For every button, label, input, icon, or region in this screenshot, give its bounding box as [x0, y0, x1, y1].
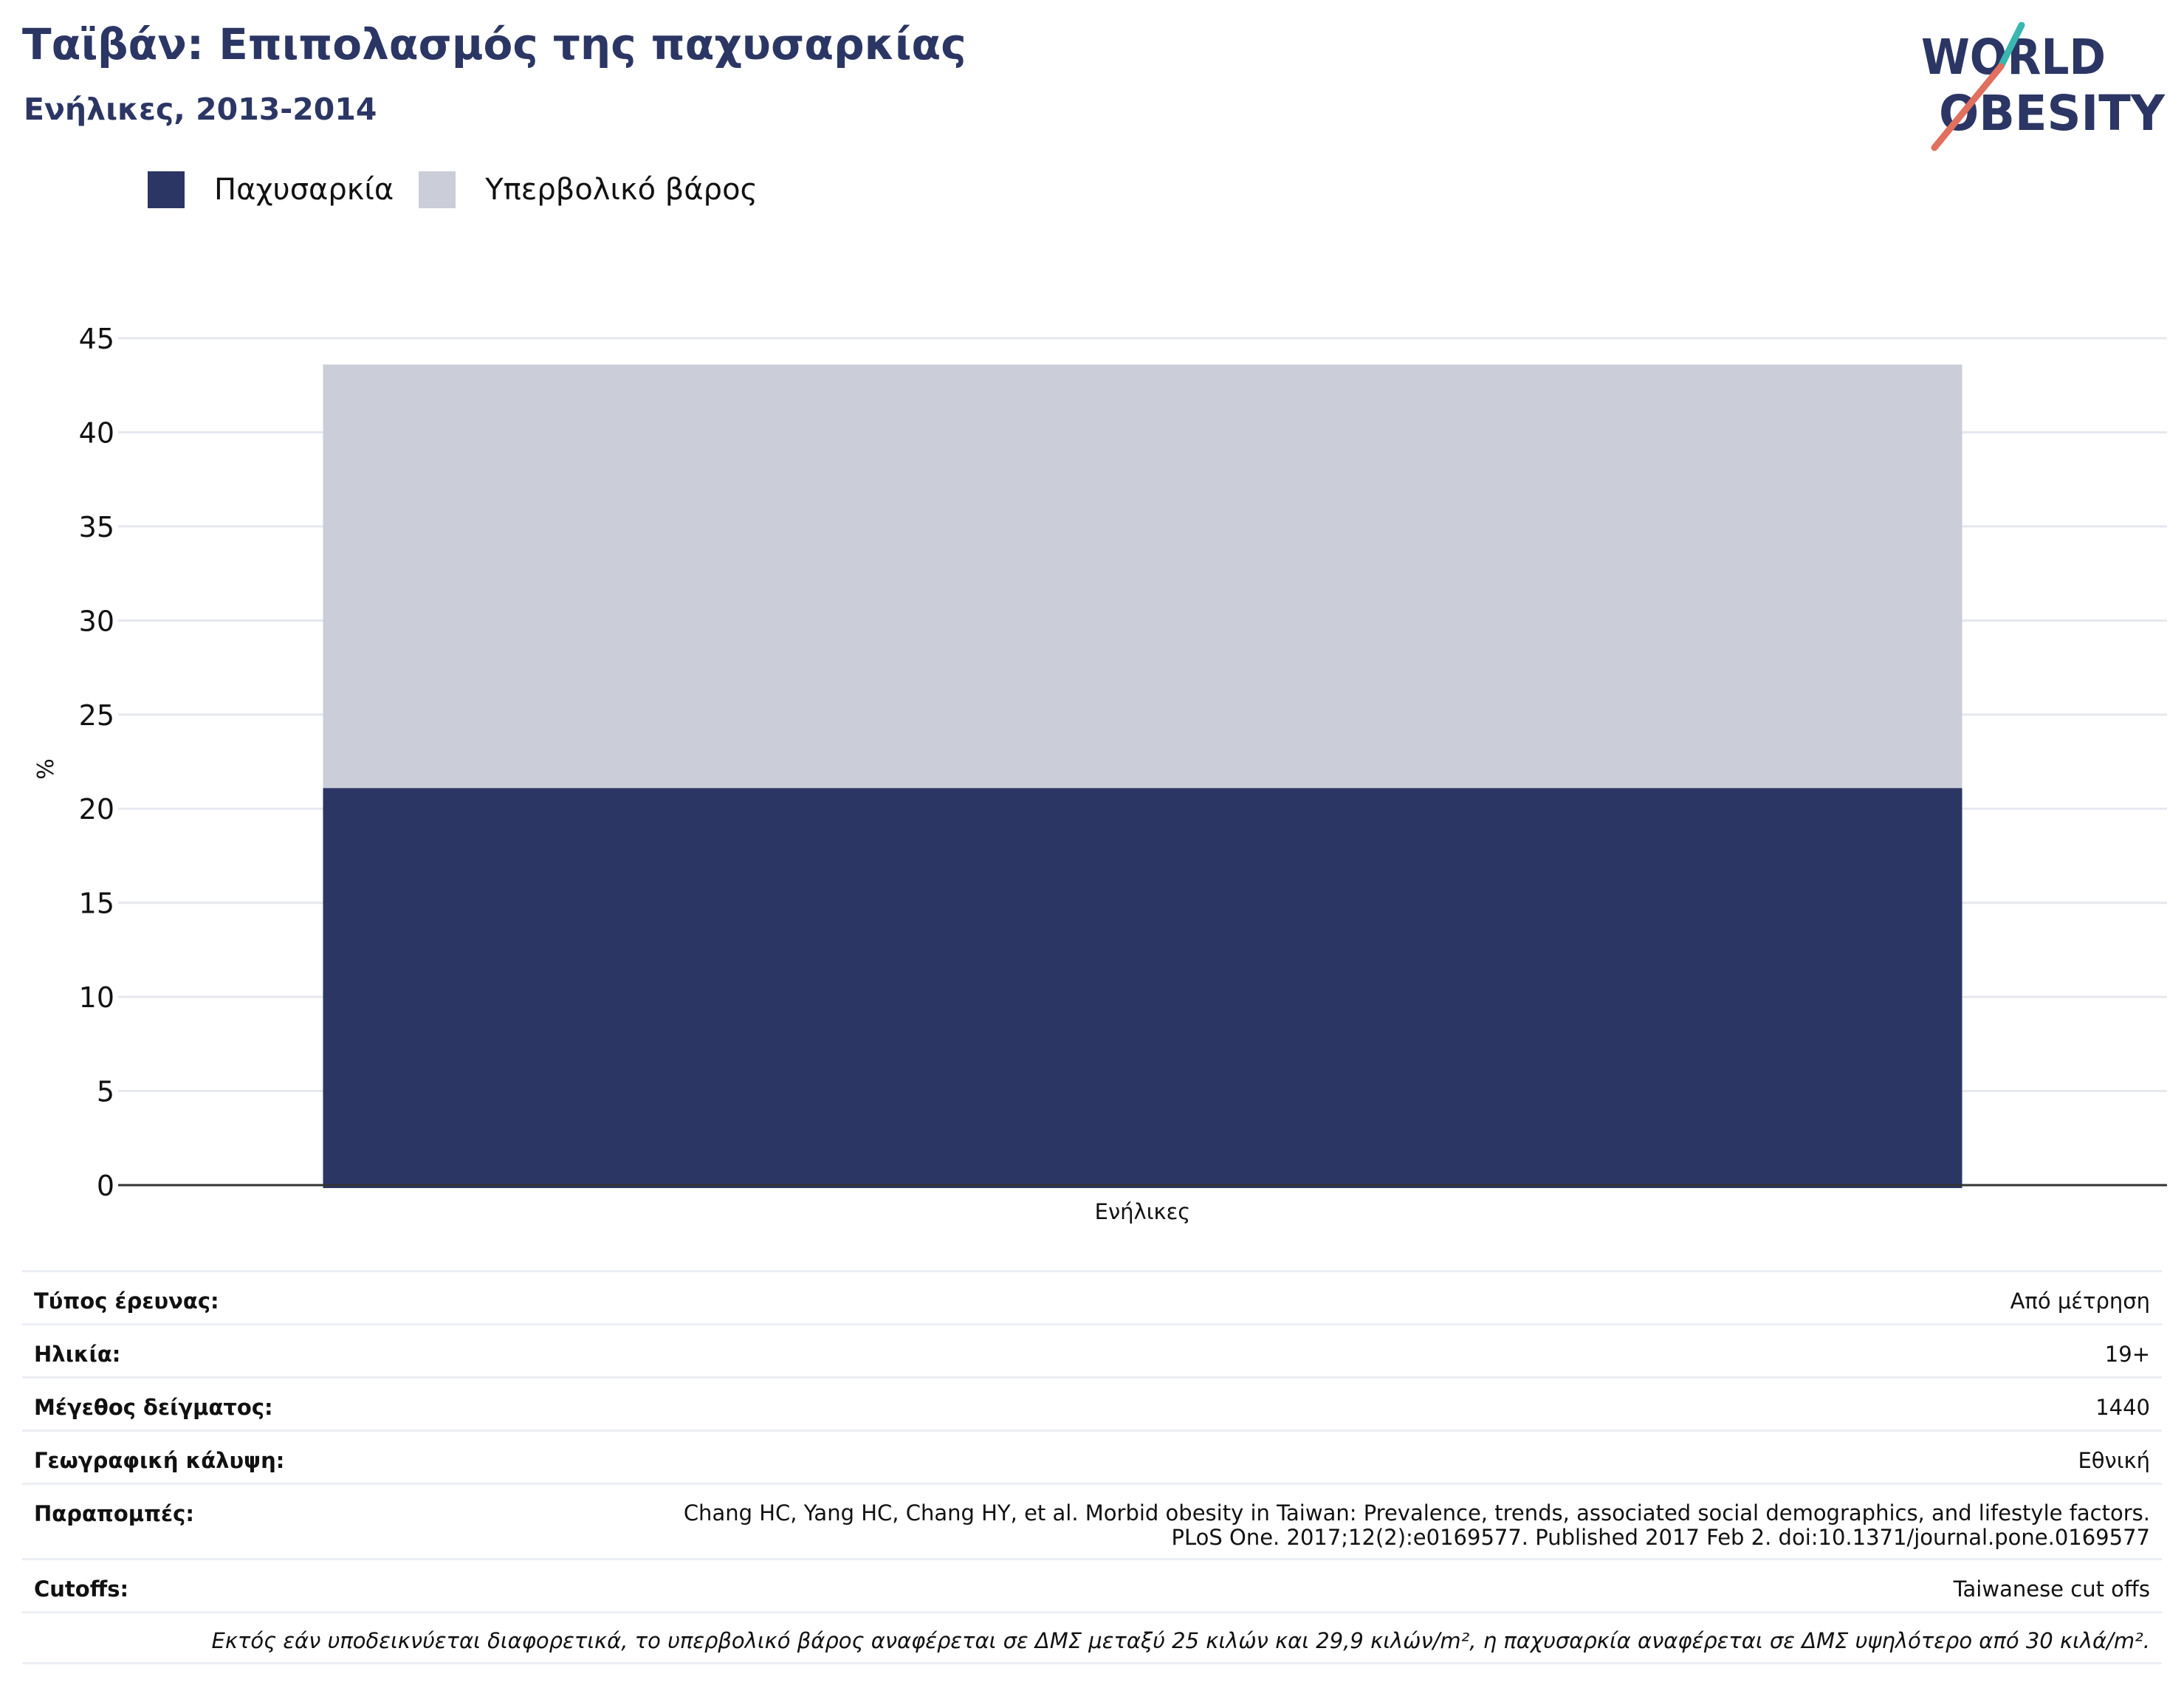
- definition-note: Εκτός εάν υποδεικνύεται διαφορετικά, το …: [22, 1611, 2162, 1664]
- y-axis-label: %: [33, 758, 59, 780]
- logo-word-obesity: OBESITY: [1939, 85, 2166, 142]
- world-obesity-logo: WORLD OBESITY: [1921, 22, 2166, 151]
- logo-slash-top: [1997, 22, 2025, 70]
- references-line-1: Chang HC, Yang HC, Chang HY, et al. Morb…: [683, 1500, 2150, 1526]
- age-label: Ηλικία:: [34, 1342, 121, 1367]
- coverage-label: Γεωγραφική κάλυψη:: [34, 1448, 285, 1473]
- legend-swatch-obesity: [148, 171, 185, 208]
- bar-segment-obesity: [323, 788, 1962, 1188]
- references-label: Παραπομπές:: [34, 1501, 194, 1526]
- bar-segment-overweight: [323, 364, 1962, 789]
- x-tick-label: Ενήλικες: [1095, 1199, 1191, 1224]
- coverage-row: Γεωγραφική κάλυψη: Εθνική: [22, 1430, 2162, 1483]
- y-tick-label-35: 35: [79, 511, 114, 543]
- survey-type-value: Από μέτρηση: [2010, 1288, 2150, 1314]
- chart-title: Ταϊβάν: Επιπολασμός της παχυσαρκίας: [22, 19, 966, 69]
- y-tick-label-0: 0: [97, 1170, 114, 1202]
- stacked-bar-chart: 0 5 10 15 20 25 30 35 40 45% Ενήλικες: [33, 323, 2167, 1224]
- logo-slash-bottom: [1931, 63, 2005, 151]
- references-value: Chang HC, Yang HC, Chang HY, et al. Morb…: [684, 1501, 2150, 1550]
- survey-details-table: Τύπος έρευνας: Από μέτρηση Ηλικία: 19+ Μ…: [22, 1270, 2162, 1664]
- y-tick-label-25: 25: [79, 699, 114, 732]
- legend-item-obesity[interactable]: Παχυσαρκία: [148, 171, 394, 208]
- references-row: Παραπομπές: Chang HC, Yang HC, Chang HY,…: [22, 1483, 2162, 1558]
- sample-size-label: Μέγεθος δείγματος:: [34, 1395, 273, 1420]
- survey-type-label: Τύπος έρευνας:: [34, 1288, 219, 1314]
- y-tick-label-30: 30: [79, 605, 114, 637]
- coverage-value: Εθνική: [2078, 1448, 2150, 1473]
- legend: Παχυσαρκία Υπερβολικό βάρος: [148, 171, 783, 208]
- cutoffs-label: Cutoffs:: [34, 1576, 129, 1602]
- legend-label-obesity: Παχυσαρκία: [214, 173, 394, 207]
- y-tick-label-15: 15: [79, 888, 114, 920]
- legend-label-overweight: Υπερβολικό βάρος: [485, 173, 758, 207]
- y-tick-label-45: 45: [79, 323, 114, 355]
- y-tick-label-5: 5: [97, 1076, 114, 1108]
- cutoffs-value: Taiwanese cut offs: [1953, 1576, 2150, 1602]
- cutoffs-row: Cutoffs: Taiwanese cut offs: [22, 1558, 2162, 1611]
- legend-item-overweight[interactable]: Υπερβολικό βάρος: [419, 171, 758, 208]
- age-value: 19+: [2104, 1342, 2150, 1367]
- y-tick-label-20: 20: [79, 793, 114, 826]
- y-tick-label-10: 10: [79, 981, 114, 1014]
- legend-swatch-overweight: [419, 171, 456, 208]
- chart-subtitle: Ενήλικες, 2013-2014: [24, 92, 377, 127]
- survey-type-row: Τύπος έρευνας: Από μέτρηση: [22, 1270, 2162, 1323]
- y-tick-label-40: 40: [79, 416, 114, 449]
- references-line-2: PLoS One. 2017;12(2):e0169577. Published…: [1171, 1525, 2151, 1550]
- sample-size-row: Μέγεθος δείγματος: 1440: [22, 1376, 2162, 1430]
- sample-size-value: 1440: [2095, 1395, 2150, 1420]
- age-row: Ηλικία: 19+: [22, 1323, 2162, 1376]
